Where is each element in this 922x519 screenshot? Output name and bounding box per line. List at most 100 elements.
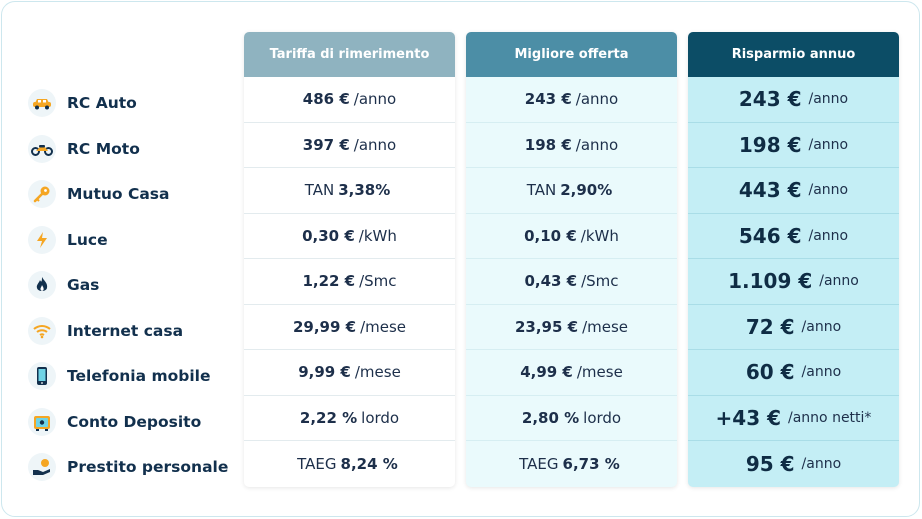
ref-cell: 397 €/anno [244, 123, 455, 168]
row-label-smartphone: Telefonia mobile [28, 361, 210, 391]
ref-cell: 9,99 €/mese [244, 350, 455, 396]
row-label-piggy-bank: Conto Deposito [28, 407, 201, 437]
best-value: 2,90% [560, 181, 613, 200]
best-value: 0,10 € [524, 226, 577, 245]
best-unit: /anno [575, 135, 619, 154]
saving-unit: /anno [819, 273, 859, 290]
saving-value: 95 € [745, 451, 795, 476]
row-label-text: Gas [67, 276, 100, 294]
row-label-text: Telefonia mobile [67, 367, 211, 385]
ref-unit: /Smc [359, 272, 397, 291]
ref-value: 486 € [302, 90, 350, 109]
column-best-offer: Migliore offerta 243 €/anno 198 €/anno TAN… [466, 32, 677, 487]
saving-cell: 95 € /anno [688, 441, 899, 487]
motorcycle-icon [28, 134, 56, 163]
ref-unit: /mese [354, 363, 401, 382]
ref-value: 2,22 % [299, 408, 358, 427]
row-label-lightning: Luce [28, 225, 108, 255]
ref-cell: 486 €/anno [244, 77, 455, 123]
row-label-text: RC Auto [67, 94, 137, 112]
row-label-house-key: Mutuo Casa [28, 179, 169, 209]
best-prefix: TAEG [519, 454, 559, 473]
row-label-text: Luce [67, 230, 108, 249]
saving-cell: 546 € /anno [688, 214, 899, 259]
header-best-offer: Migliore offerta [466, 32, 677, 77]
row-label-hand-coin: Prestito personale [28, 452, 228, 482]
saving-cell: 1.109 € /anno [688, 259, 899, 305]
saving-unit: /anno [801, 455, 842, 472]
column-saving: Risparmio annuo 243 €/anno 198 € /anno 443 … [688, 32, 899, 487]
row-label-text: Prestito personale [67, 458, 229, 476]
best-cell: TAEG 6,73 % [466, 441, 677, 487]
smartphone-icon [28, 362, 56, 390]
saving-unit: /anno [808, 182, 849, 199]
saving-value: 443 € [738, 178, 802, 203]
saving-unit: /anno [801, 364, 842, 381]
ref-cell: TAEG 8,24 % [244, 441, 455, 487]
best-cell: 4,99 €/mese [466, 350, 677, 396]
row-label-text: Internet casa [67, 321, 184, 340]
saving-unit: /anno [808, 91, 849, 108]
best-value: 198 € [524, 135, 572, 154]
ref-unit: /kWh [358, 226, 397, 245]
best-unit: /mese [576, 363, 623, 382]
ref-value: 0,30 € [302, 226, 355, 245]
saving-value: 60 € [745, 360, 795, 385]
best-prefix: TAN [526, 181, 557, 200]
best-cell: 0,43 €/Smc [466, 259, 677, 305]
saving-cell: 60 € /anno [688, 350, 899, 396]
saving-cell: 198 € /anno [688, 123, 899, 168]
saving-unit: /anno [808, 136, 849, 153]
header-saving: Risparmio annuo [688, 32, 899, 77]
ref-cell: TAN 3,38% [244, 168, 455, 214]
best-cell: 2,80 % lordo [466, 396, 677, 441]
ref-cell: 29,99 €/mese [244, 305, 455, 350]
saving-cell: +43 € /anno netti* [688, 396, 899, 441]
saving-unit: /anno [808, 227, 849, 244]
saving-unit: /anno netti* [788, 409, 872, 426]
ref-value: 8,24 % [340, 454, 398, 473]
saving-cell: 72 € /anno [688, 305, 899, 350]
best-cell: TAN 2,90% [466, 168, 677, 214]
row-label-text: Conto Deposito [67, 412, 202, 431]
ref-value: 1,22 € [302, 272, 356, 291]
ref-cell: 0,30 €/kWh [244, 214, 455, 259]
saving-cell: 243 € /anno [688, 77, 899, 123]
ref-cell: 2,22 % lordo [244, 396, 455, 441]
ref-unit: /anno [353, 135, 397, 154]
row-label-flame: Gas [28, 270, 99, 300]
saving-value: 198 € [738, 132, 802, 157]
best-value: 0,43 € [524, 272, 578, 291]
row-label-text: RC Moto [67, 139, 140, 158]
lightning-icon [28, 225, 56, 254]
saving-value: 546 € [738, 223, 802, 248]
best-unit: lordo [583, 408, 622, 427]
ref-unit: /anno [353, 90, 397, 109]
ref-value: 3,38% [338, 181, 391, 200]
ref-cell: 1,22 €/Smc [244, 259, 455, 305]
flame-icon [28, 271, 56, 299]
best-cell: 23,95 €/mese [466, 305, 677, 350]
hand-coin-icon [28, 453, 56, 481]
row-label-text: Mutuo Casa [67, 185, 170, 203]
best-unit: /mese [582, 317, 629, 336]
ref-value: 397 € [302, 135, 350, 154]
saving-value: 1.109 € [728, 269, 813, 294]
ref-value: 29,99 € [292, 317, 357, 336]
ref-value: 9,99 € [298, 363, 351, 382]
best-unit: /kWh [580, 226, 619, 245]
piggy-bank-icon [28, 407, 56, 436]
best-cell: 243 €/anno [466, 77, 677, 123]
saving-value: 72 € [745, 314, 795, 339]
reference-cells: 486 €/anno 397 €/anno TAN 3,38% 0,30 €/kWh 1,… [244, 77, 455, 487]
saving-cells: 243 € /anno 198 € /anno 443 € /anno 546 € /anno… [688, 77, 899, 487]
row-label-wifi: Internet casa [28, 316, 183, 346]
ref-unit: /mese [360, 317, 407, 336]
ref-unit: lordo [361, 408, 400, 427]
best-value: 4,99 € [520, 363, 573, 382]
saving-unit: /anno [801, 318, 842, 335]
row-label-motorcycle: RC Moto [28, 134, 140, 164]
best-offer-cells: 243 €/anno 198 €/anno TAN 2,90% 0,10 €/kWh 0,… [466, 77, 677, 487]
car-icon [28, 89, 56, 117]
best-value: 243 € [524, 90, 572, 109]
